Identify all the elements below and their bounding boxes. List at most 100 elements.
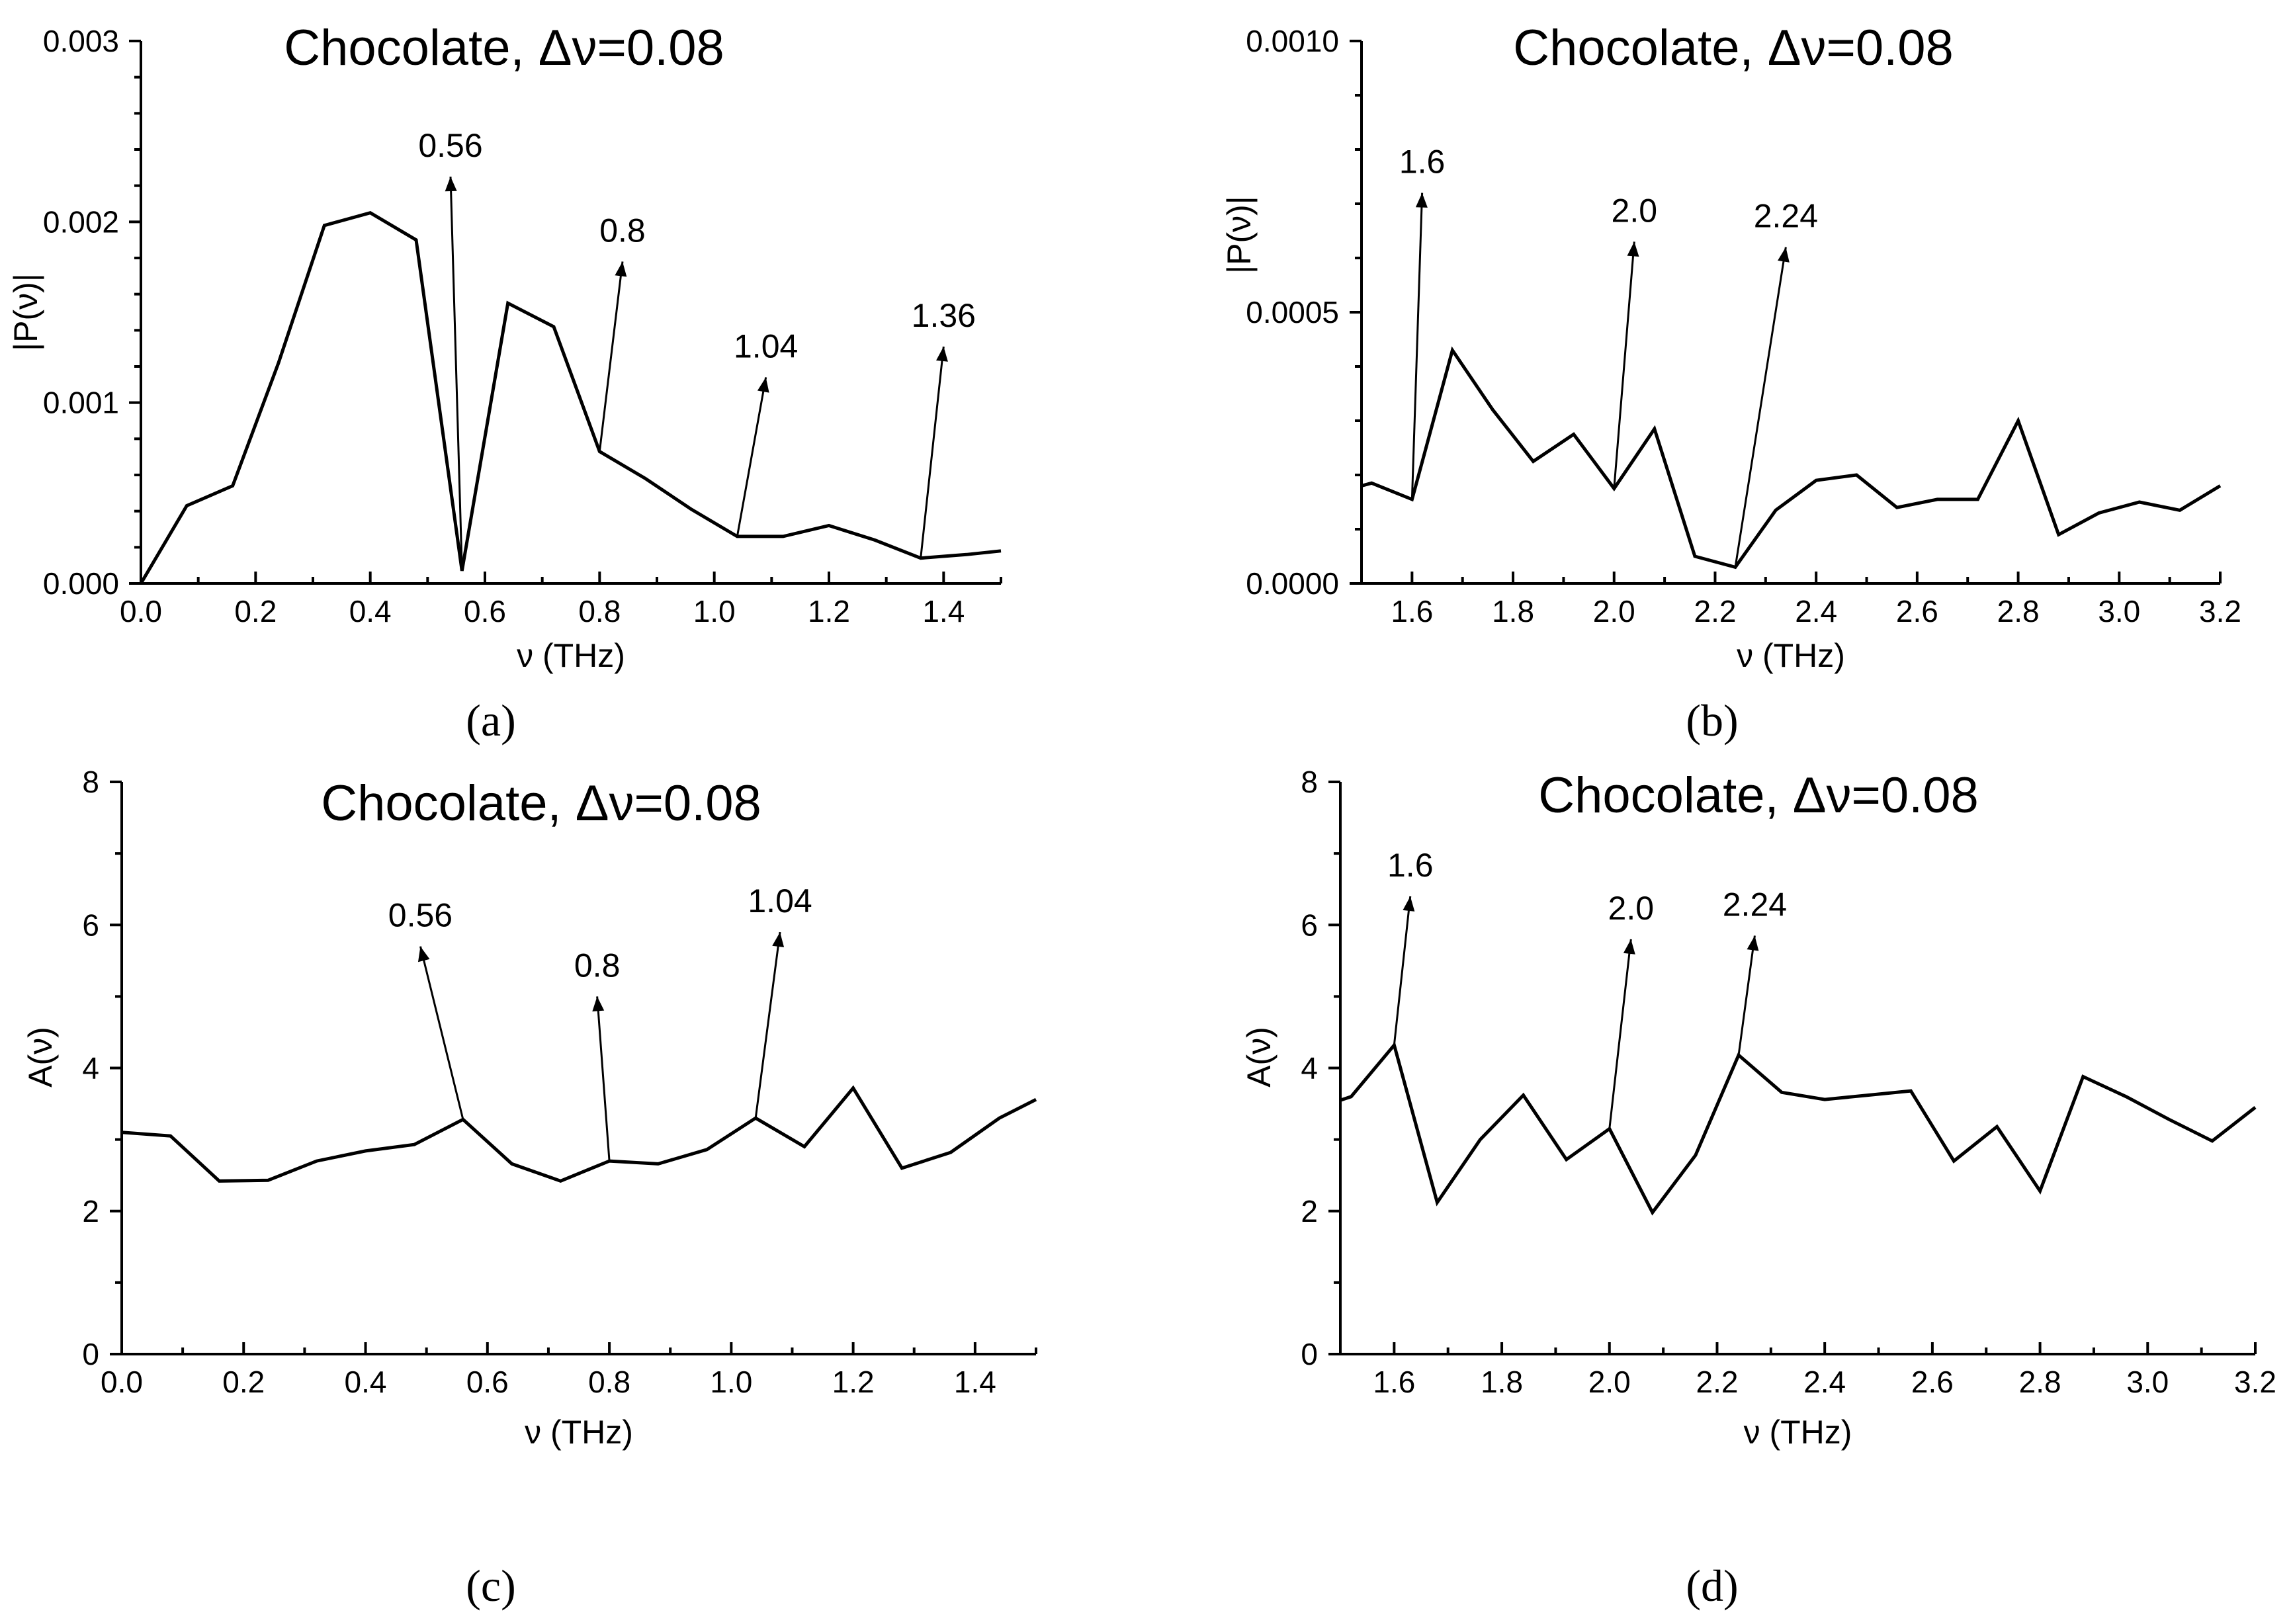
x-tick-label: 2.4 xyxy=(1795,594,1837,628)
annotation-label: 2.24 xyxy=(1754,198,1818,235)
annotation-label: 1.6 xyxy=(1387,847,1434,884)
panel-label: (c) xyxy=(466,1560,515,1611)
x-tick-label: 2.6 xyxy=(1911,1365,1954,1399)
data-series-line xyxy=(139,211,1002,585)
x-tick-label: 1.0 xyxy=(710,1365,752,1399)
x-tick-label: 3.0 xyxy=(2126,1365,2169,1399)
y-tick-label: 0.003 xyxy=(43,24,119,58)
x-tick-label: 1.8 xyxy=(1492,594,1534,628)
annotation-label: 2.24 xyxy=(1723,886,1787,923)
y-axis-label: A(ν) xyxy=(1240,1027,1277,1088)
x-tick-label: 2.8 xyxy=(1997,594,2040,628)
x-tick-label: 2.0 xyxy=(1588,1365,1631,1399)
x-tick-label: 3.0 xyxy=(2098,594,2140,628)
x-tick-label: 1.2 xyxy=(832,1365,875,1399)
y-tick-label: 0 xyxy=(82,1337,99,1371)
annotation-label: 0.56 xyxy=(388,897,453,934)
annotation-arrow xyxy=(1410,192,1424,499)
y-tick-label: 2 xyxy=(1301,1194,1318,1228)
annotation-arrow xyxy=(736,377,767,537)
x-tick-label: 1.6 xyxy=(1391,594,1433,628)
x-axis-label: ν (THz) xyxy=(525,1414,633,1451)
data-series-line xyxy=(1361,346,2222,570)
annotation-arrowhead xyxy=(1627,241,1639,257)
y-tick-label: 0.0000 xyxy=(1246,566,1339,601)
annotation-label: 0.56 xyxy=(418,127,482,164)
y-tick-label: 6 xyxy=(1301,908,1318,942)
y-tick-label: 2 xyxy=(82,1194,99,1228)
y-tick-label: 8 xyxy=(1301,765,1318,799)
y-axis-label: A(ν) xyxy=(22,1027,59,1088)
annotation-label: 1.36 xyxy=(912,297,976,334)
y-tick-label: 0.0010 xyxy=(1246,24,1339,58)
annotation-arrowhead xyxy=(1778,247,1790,263)
chart-title: Chocolate, Δν=0.08 xyxy=(1538,767,1979,824)
annotation-arrowhead xyxy=(772,932,785,948)
x-tick-label: 3.2 xyxy=(2234,1365,2276,1399)
panel-label: (a) xyxy=(466,695,515,746)
annotation-arrowhead xyxy=(757,377,769,393)
annotation-arrow xyxy=(596,996,611,1162)
y-tick-label: 8 xyxy=(82,765,99,799)
x-tick-label: 1.0 xyxy=(693,594,736,628)
annotation-arrowhead xyxy=(1403,896,1415,912)
x-tick-label: 0.6 xyxy=(464,594,506,628)
annotation-arrow xyxy=(1734,247,1787,568)
x-tick-label: 1.4 xyxy=(922,594,965,628)
x-tick-label: 0.4 xyxy=(345,1365,387,1399)
x-tick-label: 2.8 xyxy=(2019,1365,2061,1399)
x-tick-label: 2.2 xyxy=(1696,1365,1738,1399)
annotation-arrowhead xyxy=(936,346,948,362)
annotation-arrow xyxy=(1393,896,1412,1046)
x-tick-label: 0.0 xyxy=(120,594,162,628)
y-tick-label: 6 xyxy=(82,908,99,942)
x-tick-label: 3.2 xyxy=(2199,594,2241,628)
x-tick-label: 1.2 xyxy=(808,594,850,628)
annotation-arrowhead xyxy=(445,177,457,192)
annotation-arrowhead xyxy=(417,946,430,962)
annotation-arrow xyxy=(449,176,463,571)
annotation-arrowhead xyxy=(1623,939,1635,955)
annotation-label: 2.0 xyxy=(1612,192,1658,229)
x-tick-label: 2.2 xyxy=(1694,594,1736,628)
x-tick-label: 1.6 xyxy=(1373,1365,1415,1399)
chart-title: Chocolate, Δν=0.08 xyxy=(1513,20,1954,76)
data-series-line xyxy=(121,1085,1037,1183)
y-tick-label: 4 xyxy=(1301,1051,1318,1086)
x-tick-label: 2.4 xyxy=(1803,1365,1846,1399)
panel-label: (d) xyxy=(1686,1560,1738,1611)
annotation-label: 1.04 xyxy=(748,882,812,919)
y-axis-label: |P(ν)| xyxy=(1221,196,1258,274)
annotation-arrow xyxy=(754,931,781,1119)
x-tick-label: 1.4 xyxy=(954,1365,996,1399)
y-tick-label: 0 xyxy=(1301,1337,1318,1371)
panel-a-chart: 0.0 0.2 0.4 0.6 0.8 1.0 1.2 1.4 0.000 0.001 0.002 0… xyxy=(7,20,1002,746)
annotation-label: 1.04 xyxy=(734,327,798,364)
x-tick-label: 0.8 xyxy=(578,594,621,628)
annotation-arrowhead xyxy=(1415,192,1428,208)
panel-label: (b) xyxy=(1686,695,1738,746)
panel-b-chart: 1.6 1.8 2.0 2.2 2.4 2.6 2.8 3.0 3.2 0.0000 0.0005 0… xyxy=(1221,20,2241,746)
annotation-arrowhead xyxy=(592,996,605,1011)
annotation-arrowhead xyxy=(1747,935,1759,951)
y-tick-label: 0.0005 xyxy=(1246,295,1339,329)
annotation-label: 2.0 xyxy=(1608,890,1655,927)
x-axis-label: ν (THz) xyxy=(1744,1414,1852,1451)
annotation-arrow xyxy=(1737,935,1756,1056)
annotation-label: 1.6 xyxy=(1399,144,1446,181)
chart-title: Chocolate, Δν=0.08 xyxy=(284,20,724,76)
x-tick-label: 0.8 xyxy=(588,1365,630,1399)
y-tick-label: 0.001 xyxy=(43,386,119,420)
y-tick-label: 0.000 xyxy=(43,566,119,601)
x-tick-label: 0.6 xyxy=(466,1365,509,1399)
x-tick-label: 0.0 xyxy=(101,1365,143,1399)
x-tick-label: 0.4 xyxy=(349,594,392,628)
x-tick-label: 2.0 xyxy=(1593,594,1635,628)
x-tick-label: 0.2 xyxy=(234,594,277,628)
annotation-arrow xyxy=(419,946,464,1120)
annotation-label: 0.8 xyxy=(599,212,646,249)
y-axis-label: |P(ν)| xyxy=(7,273,44,351)
x-axis-label: ν (THz) xyxy=(517,637,625,674)
annotation-label: 0.8 xyxy=(574,947,621,984)
data-series-line xyxy=(1340,1041,2257,1216)
